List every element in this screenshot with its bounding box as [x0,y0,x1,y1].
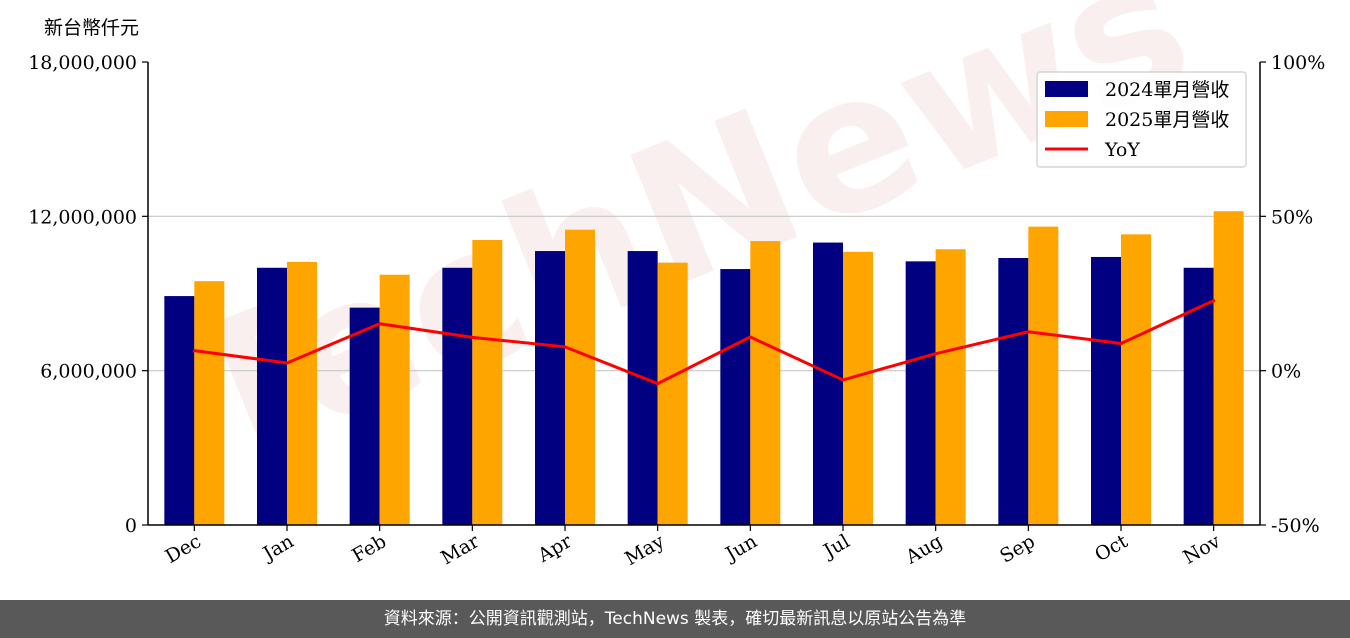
x-tick-label: Jun [720,530,761,566]
yoy-point [563,345,567,349]
yoy-point [1026,330,1030,334]
bar-2024-jun [720,269,751,525]
legend-label: 2024單月營收 [1105,79,1229,101]
right-tick-label: 0% [1271,361,1301,383]
bar-2024-aug [905,261,936,525]
bar-2024-may [627,251,658,525]
bar-2025-may [657,262,688,525]
bar-2025-aug [935,249,966,525]
yoy-point [841,378,845,382]
legend-swatch [1045,81,1088,97]
y-axis-unit-label: 新台幣仟元 [44,17,139,39]
yoy-point [748,335,752,339]
bar-2025-mar [472,239,503,525]
right-tick-label: 50% [1271,206,1313,228]
yoy-point [656,382,660,386]
yoy-point [1119,342,1123,346]
x-tick-label: Jan [258,530,298,566]
x-tick-label: Feb [348,530,390,567]
yoy-point [378,322,382,326]
revenue-chart: TechNews 06,000,00012,000,00018,000,000-… [28,0,1325,570]
yoy-point [285,361,289,365]
yoy-point [1212,299,1216,303]
grid-lines [148,215,1260,372]
x-tick-label: May [621,530,668,570]
bar-2024-oct [1091,256,1121,525]
bar-2025-dec [194,281,225,525]
bar-2024-jan [257,267,287,525]
bar-2024-mar [442,267,473,525]
bar-2025-feb [379,274,410,525]
x-tick-label: Apr [533,530,576,567]
source-footer: 資料來源：公開資訊觀測站，TechNews 製表，確切最新訊息以原站公告為準 [0,600,1350,638]
x-tick-label: Sep [996,530,1039,567]
left-tick-label: 6,000,000 [40,361,137,383]
bar-2025-jul [843,251,873,525]
bar-2024-jul [813,242,843,525]
legend-label: YoY [1104,139,1140,161]
right-tick-label: 100% [1271,52,1325,74]
left-tick-label: 12,000,000 [28,206,137,228]
left-tick-label: 0 [125,515,137,537]
legend: 2024單月營收 2025單月營收 YoY [1036,71,1247,168]
left-tick-label: 18,000,000 [28,52,137,74]
bar-2024-dec [164,296,195,525]
x-tick-label: Jul [818,530,853,563]
legend-label: 2025單月營收 [1105,109,1229,131]
bar-2024-feb [349,307,380,525]
bar-2025-oct [1121,234,1151,526]
yoy-point [934,352,938,356]
yoy-point [470,335,474,339]
bar-2024-sep [998,258,1029,525]
right-tick-label: -50% [1271,515,1320,537]
bar-2024-apr [535,251,565,525]
bar-2025-jun [750,241,781,525]
bar-2025-apr [565,229,595,525]
x-tick-label: Dec [162,530,205,568]
x-tick-label: Mar [437,530,483,569]
yoy-line-group [192,299,1216,386]
x-tick-label: Oct [1091,530,1132,566]
bar-2025-jan [287,261,317,525]
yoy-point [192,349,196,353]
bars-group [164,211,1244,526]
bar-2025-sep [1028,226,1059,525]
yoy-line [194,299,1215,386]
x-tick-label: Aug [901,530,946,569]
legend-frame [1036,71,1247,168]
x-tick-label: Nov [1180,530,1225,569]
bar-2025-nov [1213,211,1244,525]
legend-swatch [1045,111,1088,127]
